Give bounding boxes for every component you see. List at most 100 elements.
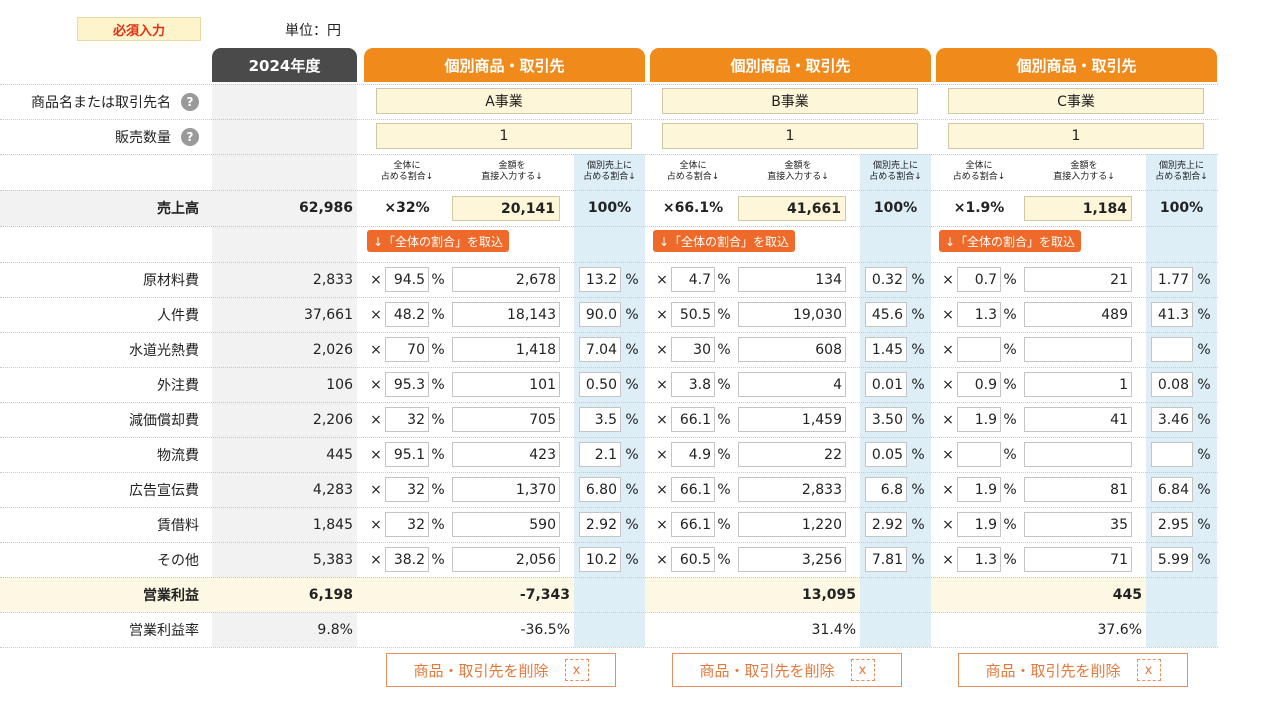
amount-input[interactable]: 101 (452, 372, 560, 397)
share-input[interactable]: 6.84 (1151, 477, 1193, 502)
delete-product-button[interactable]: 商品・取引先を削除 x (958, 653, 1188, 687)
share-input[interactable]: 3.50 (865, 407, 907, 432)
times-sign: × (370, 446, 382, 463)
ratio-input[interactable]: 4.9 (671, 442, 715, 467)
help-icon[interactable]: ? (181, 127, 199, 146)
share-input[interactable]: 5.99 (1151, 547, 1193, 572)
ratio-input[interactable]: 3.8 (671, 372, 715, 397)
ratio-input[interactable]: 1.3 (957, 302, 1001, 327)
ratio-input[interactable]: 66.1 (671, 512, 715, 537)
share-input[interactable]: 0.50 (579, 372, 621, 397)
product-name-input[interactable]: B事業 (662, 88, 918, 114)
share-input[interactable] (1151, 442, 1193, 467)
amount-input[interactable]: 19,030 (738, 302, 846, 327)
amount-input[interactable] (1024, 442, 1132, 467)
amount-input[interactable]: 22 (738, 442, 846, 467)
ratio-input[interactable]: 66.1 (671, 407, 715, 432)
share-input[interactable]: 13.2 (579, 267, 621, 292)
ratio-input[interactable]: 0.9 (957, 372, 1001, 397)
amount-input[interactable] (1024, 337, 1132, 362)
delete-product-button[interactable]: 商品・取引先を削除 x (386, 653, 616, 687)
ratio-input[interactable]: 0.7 (957, 267, 1001, 292)
ratio-input[interactable]: 1.9 (957, 512, 1001, 537)
share-input[interactable]: 90.0 (579, 302, 621, 327)
ratio-input[interactable]: 32 (385, 407, 429, 432)
amount-input[interactable]: 4 (738, 372, 846, 397)
ratio-input[interactable]: 66.1 (671, 477, 715, 502)
product-name-input[interactable]: C事業 (948, 88, 1204, 114)
sales-quantity-input[interactable]: 1 (662, 123, 918, 149)
import-ratio-button[interactable]: ↓「全体の割合」を取込 (367, 230, 510, 252)
amount-input[interactable]: 1,459 (738, 407, 846, 432)
share-input[interactable]: 41.3 (1151, 302, 1193, 327)
ratio-input[interactable]: 95.3 (385, 372, 429, 397)
amount-input[interactable]: 608 (738, 337, 846, 362)
amount-input[interactable]: 489 (1024, 302, 1132, 327)
ratio-input[interactable]: 70 (385, 337, 429, 362)
share-input[interactable]: 6.8 (865, 477, 907, 502)
amount-input[interactable]: 21 (1024, 267, 1132, 292)
sales-quantity-input[interactable]: 1 (376, 123, 632, 149)
share-input[interactable]: 0.01 (865, 372, 907, 397)
share-input[interactable]: 1.77 (1151, 267, 1193, 292)
ratio-input[interactable]: 4.7 (671, 267, 715, 292)
sales-amount-input[interactable]: 41,661 (738, 196, 846, 221)
share-input[interactable]: 7.04 (579, 337, 621, 362)
product-name-input[interactable]: A事業 (376, 88, 632, 114)
ratio-input[interactable]: 48.2 (385, 302, 429, 327)
share-input[interactable]: 1.45 (865, 337, 907, 362)
amount-input[interactable]: 71 (1024, 547, 1132, 572)
import-ratio-button[interactable]: ↓「全体の割合」を取込 (939, 230, 1082, 252)
amount-input[interactable]: 590 (452, 512, 560, 537)
help-icon[interactable]: ? (181, 92, 199, 111)
ratio-input[interactable]: 95.1 (385, 442, 429, 467)
share-input[interactable]: 0.32 (865, 267, 907, 292)
amount-input[interactable]: 18,143 (452, 302, 560, 327)
amount-input[interactable]: 2,056 (452, 547, 560, 572)
delete-product-button[interactable]: 商品・取引先を削除 x (672, 653, 902, 687)
amount-input[interactable]: 81 (1024, 477, 1132, 502)
ratio-input[interactable]: 50.5 (671, 302, 715, 327)
sales-amount-input[interactable]: 1,184 (1024, 196, 1132, 221)
amount-input[interactable]: 2,833 (738, 477, 846, 502)
ratio-input[interactable]: 94.5 (385, 267, 429, 292)
import-ratio-button[interactable]: ↓「全体の割合」を取込 (653, 230, 796, 252)
amount-input[interactable]: 705 (452, 407, 560, 432)
ratio-input[interactable]: 1.9 (957, 407, 1001, 432)
sales-amount-input[interactable]: 20,141 (452, 196, 560, 221)
amount-input[interactable]: 1,418 (452, 337, 560, 362)
share-input[interactable]: 2.95 (1151, 512, 1193, 537)
share-input[interactable]: 10.2 (579, 547, 621, 572)
amount-input[interactable]: 3,256 (738, 547, 846, 572)
percent-sign: % (911, 446, 925, 463)
amount-input[interactable]: 41 (1024, 407, 1132, 432)
amount-input[interactable]: 2,678 (452, 267, 560, 292)
amount-input[interactable]: 134 (738, 267, 846, 292)
amount-input[interactable]: 1 (1024, 372, 1132, 397)
share-input[interactable]: 2.92 (865, 512, 907, 537)
ratio-input[interactable] (957, 442, 1001, 467)
amount-input[interactable]: 1,370 (452, 477, 560, 502)
ratio-input[interactable]: 38.2 (385, 547, 429, 572)
ratio-input[interactable] (957, 337, 1001, 362)
share-input[interactable]: 2.1 (579, 442, 621, 467)
sales-quantity-input[interactable]: 1 (948, 123, 1204, 149)
amount-input[interactable]: 423 (452, 442, 560, 467)
share-input[interactable]: 45.6 (865, 302, 907, 327)
amount-input[interactable]: 1,220 (738, 512, 846, 537)
share-input[interactable]: 6.80 (579, 477, 621, 502)
amount-input[interactable]: 35 (1024, 512, 1132, 537)
share-input[interactable]: 7.81 (865, 547, 907, 572)
share-input[interactable]: 3.46 (1151, 407, 1193, 432)
ratio-input[interactable]: 30 (671, 337, 715, 362)
ratio-input[interactable]: 32 (385, 477, 429, 502)
share-input[interactable]: 3.5 (579, 407, 621, 432)
ratio-input[interactable]: 1.3 (957, 547, 1001, 572)
ratio-input[interactable]: 32 (385, 512, 429, 537)
share-input[interactable] (1151, 337, 1193, 362)
share-input[interactable]: 0.08 (1151, 372, 1193, 397)
share-input[interactable]: 0.05 (865, 442, 907, 467)
share-input[interactable]: 2.92 (579, 512, 621, 537)
ratio-input[interactable]: 1.9 (957, 477, 1001, 502)
ratio-input[interactable]: 60.5 (671, 547, 715, 572)
